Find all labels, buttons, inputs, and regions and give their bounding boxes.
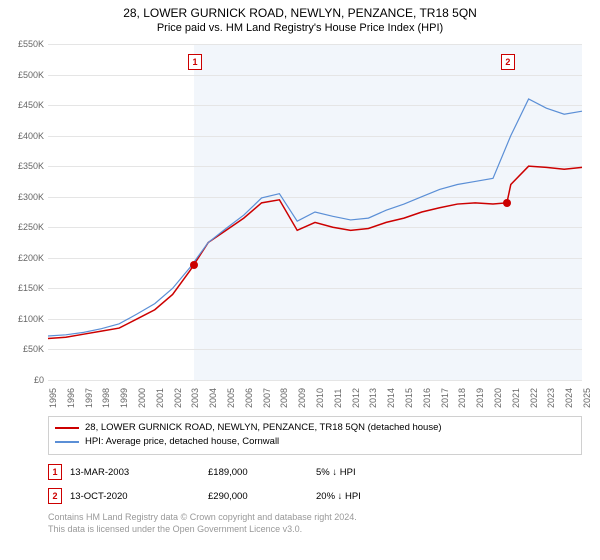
- plot-area: £0£50K£100K£150K£200K£250K£300K£350K£400…: [48, 44, 582, 380]
- footer-line1: Contains HM Land Registry data © Crown c…: [48, 512, 357, 524]
- legend-label: 28, LOWER GURNICK ROAD, NEWLYN, PENZANCE…: [85, 421, 442, 435]
- x-tick-label: 2018: [457, 388, 467, 408]
- y-tick-label: £0: [4, 375, 44, 385]
- detail-row: 1 13-MAR-2003 £189,000 5% ↓ HPI: [48, 460, 582, 484]
- chart-container: 28, LOWER GURNICK ROAD, NEWLYN, PENZANCE…: [0, 0, 600, 560]
- x-tick-label: 1998: [101, 388, 111, 408]
- x-tick-label: 2012: [351, 388, 361, 408]
- sale-marker-label: 1: [188, 54, 202, 70]
- x-tick-label: 2002: [173, 388, 183, 408]
- x-tick-label: 2007: [262, 388, 272, 408]
- y-tick-label: £200K: [4, 253, 44, 263]
- x-axis-labels: 1995 1996 1997 1998 1999 2000 2001 2002 2003 2004…: [48, 382, 582, 412]
- detail-date: 13-OCT-2020: [70, 491, 200, 502]
- x-tick-label: 2005: [226, 388, 236, 408]
- x-tick-label: 2021: [511, 388, 521, 408]
- x-tick-label: 2022: [529, 388, 539, 408]
- detail-price: £290,000: [208, 491, 308, 502]
- detail-row: 2 13-OCT-2020 £290,000 20% ↓ HPI: [48, 484, 582, 508]
- detail-marker: 2: [48, 488, 62, 504]
- x-tick-label: 2008: [279, 388, 289, 408]
- legend-swatch: [55, 441, 79, 443]
- sale-marker-label: 2: [501, 54, 515, 70]
- x-tick-label: 2009: [297, 388, 307, 408]
- y-tick-label: £250K: [4, 222, 44, 232]
- series-line-1: [48, 99, 582, 336]
- x-tick-label: 2010: [315, 388, 325, 408]
- x-tick-label: 2017: [440, 388, 450, 408]
- x-tick-label: 2013: [368, 388, 378, 408]
- x-tick-label: 1996: [66, 388, 76, 408]
- x-tick-label: 2025: [582, 388, 592, 408]
- y-tick-label: £500K: [4, 70, 44, 80]
- x-tick-label: 2001: [155, 388, 165, 408]
- y-tick-label: £450K: [4, 100, 44, 110]
- x-tick-label: 2023: [546, 388, 556, 408]
- y-tick-label: £100K: [4, 314, 44, 324]
- legend: 28, LOWER GURNICK ROAD, NEWLYN, PENZANCE…: [48, 416, 582, 455]
- detail-pct: 20% ↓ HPI: [316, 491, 436, 502]
- x-tick-label: 2000: [137, 388, 147, 408]
- x-tick-label: 2004: [208, 388, 218, 408]
- footer-line2: This data is licensed under the Open Gov…: [48, 524, 357, 536]
- detail-table: 1 13-MAR-2003 £189,000 5% ↓ HPI 2 13-OCT-2020…: [48, 460, 582, 508]
- y-tick-label: £50K: [4, 344, 44, 354]
- x-tick-label: 2020: [493, 388, 503, 408]
- sale-marker-dot: [503, 199, 511, 207]
- chart-lines: [48, 44, 582, 380]
- x-tick-label: 2015: [404, 388, 414, 408]
- y-tick-label: £150K: [4, 283, 44, 293]
- x-tick-label: 1995: [48, 388, 58, 408]
- y-tick-label: £400K: [4, 131, 44, 141]
- chart-title: 28, LOWER GURNICK ROAD, NEWLYN, PENZANCE…: [0, 0, 600, 22]
- x-tick-label: 2006: [244, 388, 254, 408]
- x-tick-label: 2011: [333, 389, 343, 408]
- x-tick-label: 2024: [564, 388, 574, 408]
- detail-date: 13-MAR-2003: [70, 467, 200, 478]
- legend-swatch: [55, 427, 79, 429]
- series-line-0: [48, 166, 582, 338]
- detail-marker: 1: [48, 464, 62, 480]
- legend-row: 28, LOWER GURNICK ROAD, NEWLYN, PENZANCE…: [55, 421, 575, 435]
- detail-price: £189,000: [208, 467, 308, 478]
- legend-label: HPI: Average price, detached house, Corn…: [85, 435, 279, 449]
- x-tick-label: 1999: [119, 388, 129, 408]
- legend-row: HPI: Average price, detached house, Corn…: [55, 435, 575, 449]
- footer-text: Contains HM Land Registry data © Crown c…: [48, 512, 357, 535]
- y-tick-label: £300K: [4, 192, 44, 202]
- x-tick-label: 2003: [190, 388, 200, 408]
- y-tick-label: £550K: [4, 39, 44, 49]
- chart-subtitle: Price paid vs. HM Land Registry's House …: [0, 22, 600, 38]
- x-tick-label: 2016: [422, 388, 432, 408]
- detail-pct: 5% ↓ HPI: [316, 467, 436, 478]
- x-tick-label: 1997: [84, 388, 94, 408]
- sale-marker-dot: [190, 261, 198, 269]
- y-tick-label: £350K: [4, 161, 44, 171]
- x-tick-label: 2014: [386, 388, 396, 408]
- x-tick-label: 2019: [475, 388, 485, 408]
